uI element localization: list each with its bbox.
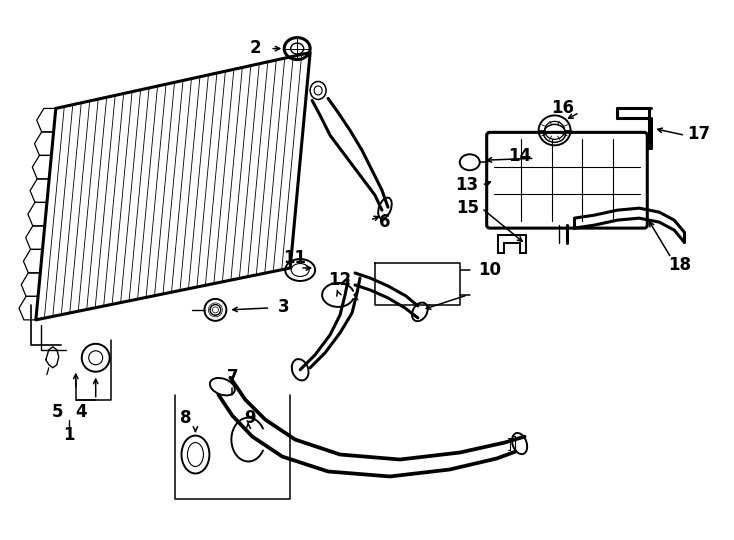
Text: 4: 4 (75, 403, 87, 421)
Text: 18: 18 (668, 256, 691, 274)
Text: 12: 12 (329, 271, 352, 289)
Text: 9: 9 (244, 409, 256, 427)
Text: 11: 11 (283, 249, 307, 267)
Text: 7: 7 (227, 368, 238, 386)
Text: 16: 16 (551, 99, 574, 117)
Text: 15: 15 (457, 199, 479, 217)
Text: 6: 6 (379, 213, 390, 231)
Text: 5: 5 (52, 403, 64, 421)
Text: 10: 10 (478, 261, 501, 279)
Text: 8: 8 (180, 409, 192, 427)
Text: 17: 17 (688, 125, 711, 143)
Text: 13: 13 (455, 176, 479, 194)
Text: 1: 1 (63, 426, 75, 443)
Text: 14: 14 (508, 147, 531, 165)
Text: 2: 2 (250, 38, 261, 57)
Text: 3: 3 (277, 298, 289, 316)
